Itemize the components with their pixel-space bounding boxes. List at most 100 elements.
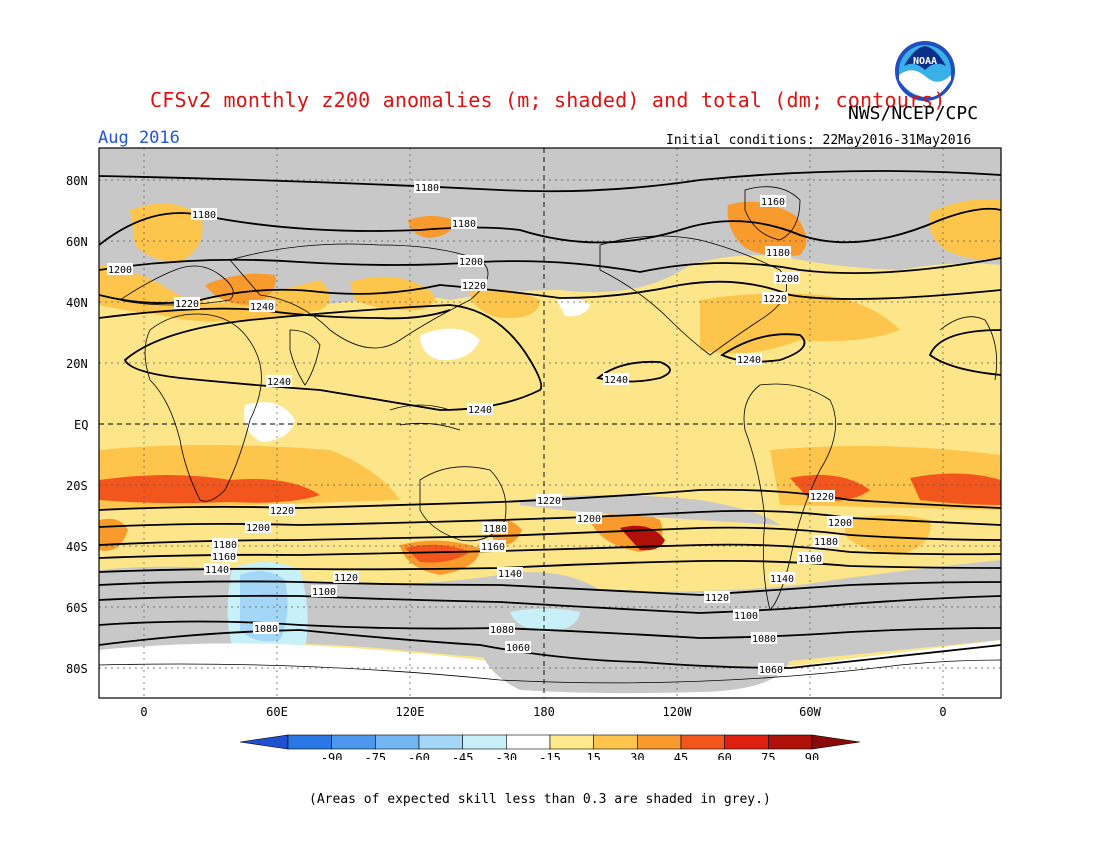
contour-label: 1140 xyxy=(769,572,795,585)
svg-text:1180: 1180 xyxy=(483,524,507,535)
svg-text:1080: 1080 xyxy=(752,634,776,645)
africa-east-outline xyxy=(939,316,998,381)
svg-text:1220: 1220 xyxy=(175,299,199,310)
contour-label: 1180 xyxy=(482,522,508,535)
agency-label: NWS/NCEP/CPC xyxy=(848,103,979,124)
lat-label: 20N xyxy=(66,357,88,371)
antarctica-outline xyxy=(99,659,1001,684)
svg-text:1240: 1240 xyxy=(604,375,628,386)
contour-label: 1160 xyxy=(480,540,506,553)
lon-label: 60W xyxy=(799,705,821,719)
colorbar-swatch xyxy=(375,734,420,750)
contour-label: 1200 xyxy=(458,255,484,268)
colorbar-swatch xyxy=(768,734,813,750)
map-frame xyxy=(98,147,1002,699)
svg-text:1140: 1140 xyxy=(770,574,794,585)
lat-label: 40N xyxy=(66,296,88,310)
svg-text:1200: 1200 xyxy=(577,514,601,525)
orange-anomaly-npac xyxy=(350,276,435,311)
footnote: (Areas of expected skill less than 0.3 a… xyxy=(309,792,771,807)
contour-label: 1200 xyxy=(827,516,853,529)
svg-text:1060: 1060 xyxy=(759,665,783,676)
grey-skill-region-south-upper xyxy=(520,495,780,525)
contour-label: 1220 xyxy=(809,490,835,503)
chart-title: CFSv2 monthly z200 anomalies (m; shaded)… xyxy=(150,88,946,112)
colorbar: -90 -75 -60 -45 -30 -15 15 30 45 60 75 90 xyxy=(239,734,861,760)
blue-anomaly-pacific xyxy=(510,608,580,632)
contour-label: 1220 xyxy=(762,292,788,305)
anomaly-map: 1180 1180 1180 1160 1180 1200 1200 1200 … xyxy=(66,147,1002,760)
contour-label: 1160 xyxy=(211,550,237,563)
colorbar-tick-label: 45 xyxy=(674,751,688,760)
svg-text:1200: 1200 xyxy=(108,265,132,276)
svg-text:1200: 1200 xyxy=(246,523,270,534)
svg-text:1180: 1180 xyxy=(452,219,476,230)
contour-1240-east xyxy=(928,329,1001,376)
colorbar-tick-label: 30 xyxy=(630,751,644,760)
contour-label: 1240 xyxy=(266,375,292,388)
svg-text:1160: 1160 xyxy=(798,554,822,565)
colorbar-tick-label: -60 xyxy=(408,751,430,760)
contour-label: 1140 xyxy=(497,567,523,580)
red-anomaly-indian-s xyxy=(910,473,1001,505)
svg-text:1180: 1180 xyxy=(213,540,237,551)
svg-text:1180: 1180 xyxy=(415,183,439,194)
lon-label: 0 xyxy=(939,705,946,719)
red-anomaly-pacific-s xyxy=(620,525,665,551)
asia-outline xyxy=(229,243,489,349)
svg-text:1200: 1200 xyxy=(775,274,799,285)
svg-text:1220: 1220 xyxy=(270,506,294,517)
lon-label: 60E xyxy=(266,705,288,719)
contour-label: 1220 xyxy=(269,504,295,517)
contour-label: 1240 xyxy=(603,373,629,386)
north-america-outline xyxy=(599,235,788,356)
contour-label: 1160 xyxy=(760,195,786,208)
contour-label: 1120 xyxy=(333,571,359,584)
contour-label: 1180 xyxy=(414,181,440,194)
contour-label: 1080 xyxy=(489,623,515,636)
contour-label: 1060 xyxy=(758,663,784,676)
colorbar-tick-label: 15 xyxy=(586,751,600,760)
contour-1220 xyxy=(99,280,1001,304)
contour-1140-south xyxy=(99,559,1001,573)
colorbar-swatch xyxy=(637,734,682,750)
svg-text:1220: 1220 xyxy=(810,492,834,503)
orange-anomaly-northpac-1 xyxy=(470,288,540,319)
svg-text:1140: 1140 xyxy=(498,569,522,580)
contour-label: 1120 xyxy=(704,591,730,604)
contour-label: 1200 xyxy=(576,512,602,525)
colorbar-tick-label: -75 xyxy=(364,751,386,760)
colorbar-swatch xyxy=(724,734,769,750)
contour-labels: 1180 1180 1180 1160 1180 1200 1200 1200 … xyxy=(107,181,853,676)
contour-label: 1180 xyxy=(813,535,839,548)
svg-text:1220: 1220 xyxy=(462,281,486,292)
longitude-axis: 0 60E 120E 180 120W 60W 0 xyxy=(140,705,946,719)
contour-label: 1140 xyxy=(204,563,230,576)
svg-text:1200: 1200 xyxy=(459,257,483,268)
contour-label: 1220 xyxy=(461,279,487,292)
latitude-axis: 80N 60N 40N 20N EQ 20S 40S 60S 80S xyxy=(66,174,88,676)
lat-label: 80N xyxy=(66,174,88,188)
svg-text:1100: 1100 xyxy=(734,611,758,622)
colorbar-swatch xyxy=(506,734,551,750)
colorbar-high-arrow xyxy=(811,734,861,750)
colorbar-swatch xyxy=(331,734,376,750)
orange-anomaly-scand xyxy=(929,198,1001,261)
colorbar-tick-label: -30 xyxy=(495,751,517,760)
white-anomaly-1 xyxy=(420,328,480,361)
greenland-outline xyxy=(744,186,801,241)
colorbar-swatch xyxy=(418,734,463,750)
contour-1180-b xyxy=(99,207,1001,246)
contour-label: 1100 xyxy=(311,585,337,598)
contour-label: 1180 xyxy=(765,246,791,259)
contour-label: 1220 xyxy=(536,494,562,507)
lon-label: 0 xyxy=(140,705,147,719)
colorbar-tick-label: 90 xyxy=(805,751,819,760)
svg-text:1180: 1180 xyxy=(814,537,838,548)
contour-label: 1080 xyxy=(751,632,777,645)
orange-anomaly-arctic xyxy=(408,216,455,238)
contour-label: 1240 xyxy=(467,403,493,416)
contour-label: 1180 xyxy=(191,208,217,221)
red-anomaly-australia-s xyxy=(405,544,470,563)
svg-text:1220: 1220 xyxy=(763,294,787,305)
